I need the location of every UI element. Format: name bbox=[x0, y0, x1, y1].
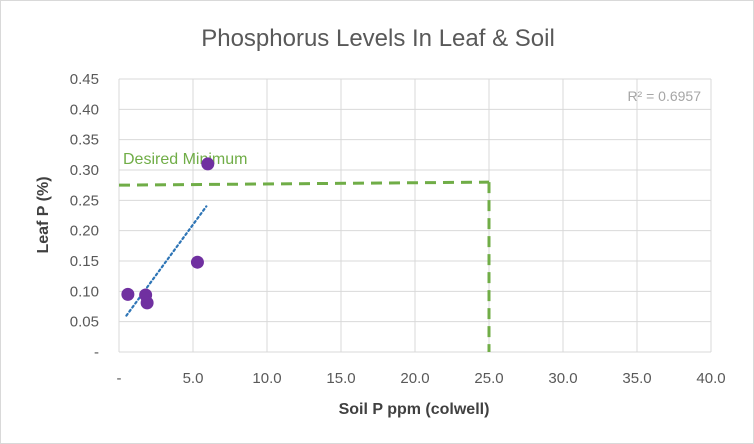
x-tick-labels: - 5.0 10.0 15.0 20.0 25.0 30.0 35.0 40.0 bbox=[117, 370, 726, 387]
y-tick-label-1: 0.05 bbox=[70, 314, 99, 331]
y-tick-label-0: - bbox=[94, 344, 99, 361]
data-point-4 bbox=[201, 157, 215, 171]
desired-minimum-horizontal-line bbox=[118, 180, 490, 187]
data-point-2 bbox=[140, 296, 154, 310]
x-tick-label-1: 5.0 bbox=[183, 370, 204, 387]
x-tick-label-8: 40.0 bbox=[696, 370, 725, 387]
y-tick-label-7: 0.35 bbox=[70, 132, 99, 149]
x-tick-label-7: 35.0 bbox=[622, 370, 651, 387]
y-tick-label-6: 0.30 bbox=[70, 162, 99, 179]
x-tick-label-0: - bbox=[117, 370, 122, 387]
y-tick-label-3: 0.15 bbox=[70, 253, 99, 270]
y-tick-label-4: 0.20 bbox=[70, 223, 99, 240]
x-tick-label-2: 10.0 bbox=[252, 370, 281, 387]
data-points bbox=[121, 157, 215, 310]
y-tick-label-9: 0.45 bbox=[70, 71, 99, 88]
data-point-0 bbox=[121, 287, 135, 301]
y-axis-title: Leaf P (%) bbox=[35, 176, 52, 253]
y-tick-label-2: 0.10 bbox=[70, 283, 99, 300]
x-tick-label-6: 30.0 bbox=[548, 370, 577, 387]
y-tick-label-8: 0.40 bbox=[70, 101, 99, 118]
y-tick-label-5: 0.25 bbox=[70, 192, 99, 209]
desired-minimum-annotation: Desired Minimum bbox=[118, 151, 491, 352]
chart-title: Phosphorus Levels In Leaf & Soil bbox=[201, 25, 555, 52]
y-tick-labels: - 0.05 0.10 0.15 0.20 0.25 0.30 0.35 0.40 0.45 bbox=[70, 71, 99, 361]
x-tick-label-4: 20.0 bbox=[400, 370, 429, 387]
x-tick-label-3: 15.0 bbox=[326, 370, 355, 387]
r-squared-label: R² = 0.6957 bbox=[627, 88, 701, 104]
data-point-3 bbox=[190, 255, 204, 269]
grid-lines bbox=[118, 78, 712, 353]
x-tick-label-5: 25.0 bbox=[474, 370, 503, 387]
desired-minimum-label: Desired Minimum bbox=[123, 151, 247, 168]
x-axis-title: Soil P ppm (colwell) bbox=[339, 401, 490, 418]
